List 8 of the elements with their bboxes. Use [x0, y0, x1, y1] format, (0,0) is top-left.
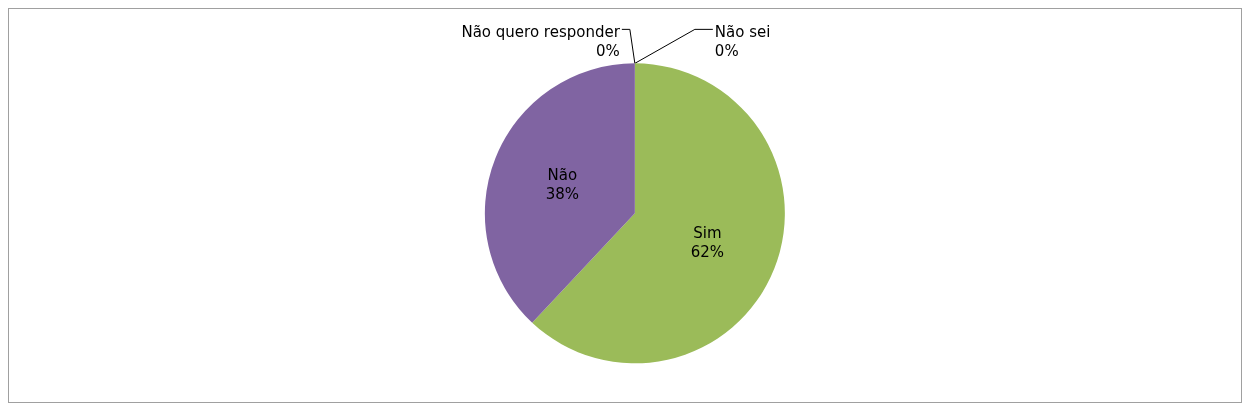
text: 0% [596, 41, 620, 60]
slice-label: Sim [693, 223, 722, 242]
data-label: 62% [690, 242, 725, 261]
data-label: 38% [545, 185, 580, 204]
category-label: Não sei [714, 22, 771, 41]
text: 0% [714, 41, 739, 60]
category-label: Não quero responder [461, 22, 620, 41]
slice-label: Não [547, 166, 578, 185]
